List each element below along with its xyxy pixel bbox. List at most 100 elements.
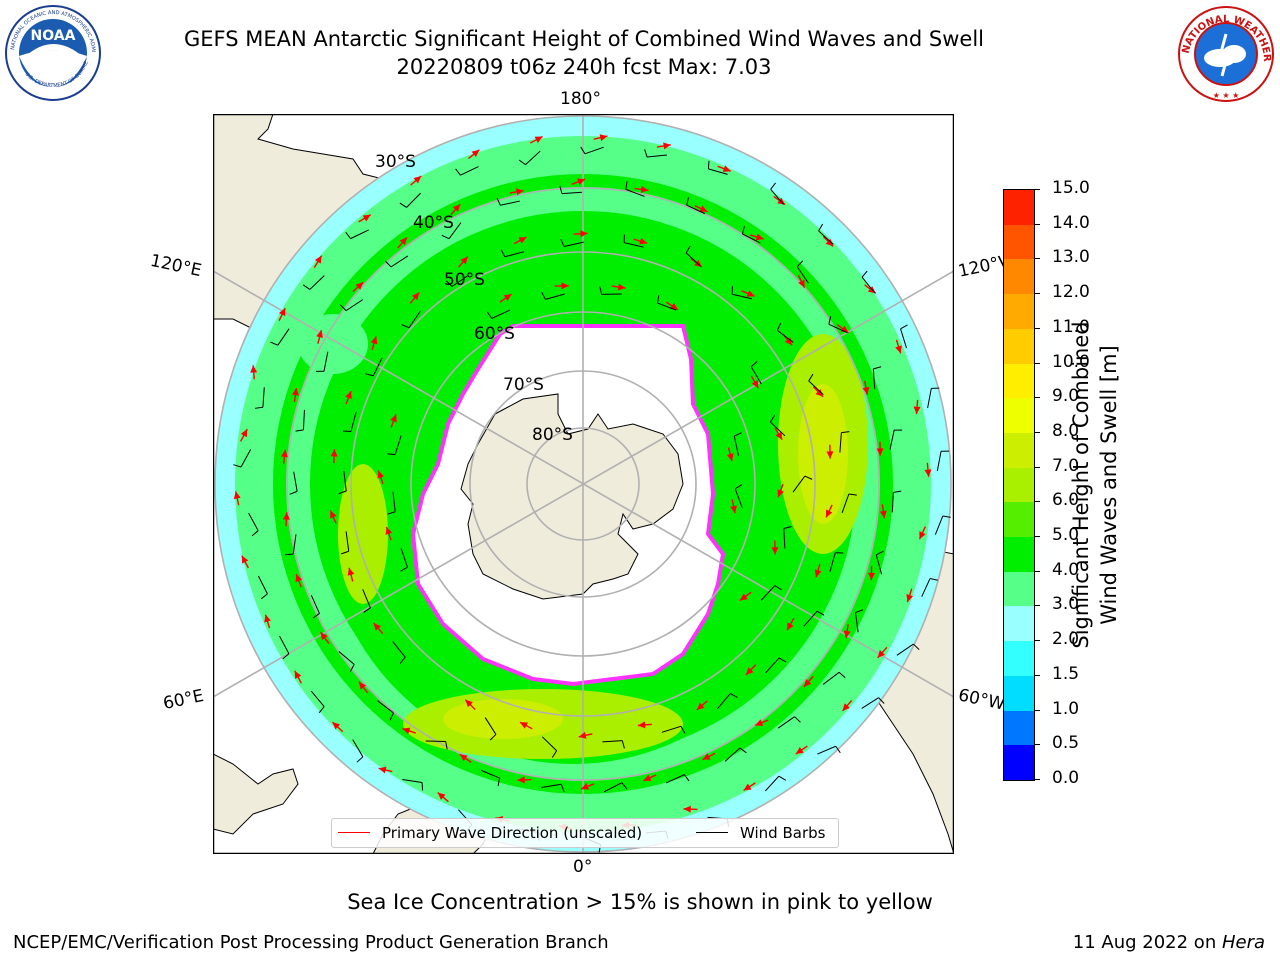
wind-barb-feather [621,740,625,749]
wind-barb-shaft [584,146,604,155]
colorbar-segment [1004,502,1034,538]
colorbar-segment [1004,675,1034,711]
wind-barb-feather [251,530,259,537]
colorbar-tick-label: 3.0 [1052,594,1080,615]
wave-arrowhead [515,188,524,196]
wind-barb-shaft [377,700,394,714]
wave-arrowhead [826,451,834,459]
wind-barb-feather [486,311,493,319]
colorbar-segment [1004,363,1034,399]
wind-barb-shaft [734,488,743,508]
wind-barb-feather [285,553,294,556]
wind-barb-shaft [279,635,290,654]
wind-barb-feather [289,490,298,495]
wind-barb-shaft [343,471,347,492]
wind-barb-shaft [657,302,677,311]
wind-barb-shaft [624,242,644,248]
wind-barb-feather [685,245,691,254]
wind-barb-feather [913,643,920,650]
colorbar-tick-mark [1034,640,1040,642]
colorbar-tick-mark [1034,709,1040,711]
wind-barb-shaft [350,412,357,432]
wave-arrowhead [815,389,823,397]
wind-barb-shaft [541,736,557,752]
wave-arrowhead [452,204,461,212]
colorbar-tick-label: 6.0 [1052,490,1080,511]
colorbar-segment [1004,467,1034,503]
wind-barb-shaft [292,534,297,555]
wind-barb-shaft [661,725,682,733]
wind-barb-feather [841,431,850,434]
colorbar-segment [1004,537,1034,572]
wind-barb-feather [778,657,787,663]
wave-arrowhead [517,776,525,784]
wind-barb-feather [387,511,396,515]
wind-barb-shaft [390,255,409,268]
wind-barb-feather [818,223,824,232]
wave-arrowhead [355,282,364,290]
wind-barb-shaft [777,716,795,729]
wind-barb-shaft [408,310,421,329]
colorbar-tick-mark [1034,605,1040,607]
colorbar-tick-mark [1034,744,1040,746]
colorbar-tick-mark [1034,258,1040,260]
wind-barb-feather [318,706,325,714]
wave-arrowhead [599,134,608,142]
wave-arrowhead [330,510,337,519]
colorbar-tick-mark [1034,362,1040,364]
wave-arrowhead [385,526,393,535]
wind-barb-feather [855,609,864,613]
wave-arrowhead [643,774,652,781]
wind-barb-feather [778,775,787,781]
wind-barb-shaft [889,429,895,450]
colorbar-segment [1004,641,1034,676]
wind-barb-shaft [861,276,876,294]
wind-barb-feather [365,373,374,377]
colorbar-tick-mark [1034,674,1040,676]
colorbar-tick-label: 12.0 [1052,282,1090,303]
wind-barb-shaft [750,366,762,385]
wind-barb-feather [560,784,565,792]
wave-arrowhead [459,754,468,762]
wave-arrowhead [722,165,731,172]
noaa-logo-text: NOAA [31,28,76,44]
wave-arrowhead [777,489,784,498]
wind-barb-shaft [828,323,848,333]
wind-barb-feather [804,475,813,480]
wind-barb-feather [816,610,825,616]
colorbar-segment [1004,398,1034,433]
wave-arrowhead [771,547,779,555]
wind-barb-feather [338,490,347,495]
wave-arrowhead [786,622,794,631]
wave-arrowhead [862,386,870,395]
wind-barb-feather [496,197,501,206]
wind-barb-shaft [770,421,786,437]
map-legend: Primary Wave Direction (unscaled) Wind B… [331,818,839,848]
wave-arrowhead [843,630,851,639]
wave-arrowhead [743,783,752,791]
wave-arrowhead [879,510,887,519]
wind-barb-shaft [803,610,818,627]
noaa-logo: NOAA NATIONAL OCEANIC AND ATMOSPHERIC AD… [1,0,102,102]
wave-arrowhead [561,282,569,290]
wave-arrowhead [471,149,480,158]
wind-barb-shaft [484,717,497,735]
colorbar-tick-mark [1034,293,1040,295]
wave-arrowhead [241,555,249,564]
wind-barb-shaft [491,309,511,319]
wave-arrowhead [775,431,783,440]
wave-arrowhead [577,178,586,186]
wave-arrowhead [798,279,805,288]
wave-arrowhead [867,572,875,581]
colorbar-tick-mark [1034,223,1040,225]
wind-barb-feather [399,656,406,664]
wind-barb-shaft [665,774,685,784]
wind-barb-feather [876,550,884,556]
wave-arrowhead [906,594,913,603]
wave-arrowhead [842,703,850,711]
wind-barb-feather [873,366,882,370]
colorbar-segment [1004,259,1034,295]
wind-barb-shaft [783,528,786,549]
wave-arrowhead [390,414,397,423]
wind-barb-shaft [248,512,259,531]
